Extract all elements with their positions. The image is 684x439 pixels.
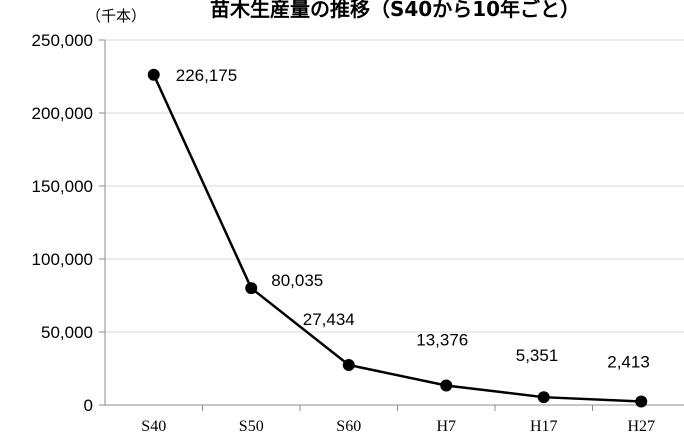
gridlines bbox=[105, 39, 684, 333]
data-point bbox=[342, 358, 355, 371]
y-tick-labels: 0 50,000 100,000 150,000 200,000 250,000 bbox=[32, 31, 93, 415]
x-tick-label: H7 bbox=[436, 418, 456, 435]
x-tick-label: S40 bbox=[141, 418, 166, 435]
data-point bbox=[537, 391, 550, 404]
data-point bbox=[440, 379, 453, 392]
data-label: 13,376 bbox=[416, 330, 468, 349]
y-tick-label: 250,000 bbox=[32, 31, 93, 50]
x-tick-label: H17 bbox=[530, 418, 558, 435]
y-axis-unit: （千本） bbox=[86, 7, 146, 25]
data-point bbox=[635, 395, 648, 408]
x-tick-label: S60 bbox=[336, 418, 361, 435]
y-tick-label: 200,000 bbox=[32, 104, 93, 123]
data-label: 27,434 bbox=[303, 310, 355, 329]
y-tick-label: 150,000 bbox=[32, 177, 93, 196]
x-tick-labels: S40 S50 S60 H7 H17 H27 bbox=[141, 418, 655, 435]
y-tick-label: 50,000 bbox=[41, 323, 93, 342]
data-label: 226,175 bbox=[176, 66, 237, 85]
data-label: 2,413 bbox=[607, 352, 650, 371]
x-tick-label: H27 bbox=[627, 418, 655, 435]
series bbox=[147, 68, 648, 408]
y-tick-label: 0 bbox=[84, 396, 93, 415]
x-tick-label: S50 bbox=[239, 418, 264, 435]
data-label: 80,035 bbox=[271, 271, 323, 290]
axes bbox=[99, 39, 684, 411]
series-line bbox=[152, 74, 642, 403]
chart-title: 苗木生産量の推移（S40から10年ごと） bbox=[210, 0, 580, 21]
data-labels: 226,175 80,035 27,434 13,376 5,351 2,413 bbox=[176, 66, 650, 372]
data-point bbox=[245, 282, 258, 295]
data-point bbox=[147, 68, 160, 81]
data-label: 5,351 bbox=[516, 346, 559, 365]
y-tick-label: 100,000 bbox=[32, 250, 93, 269]
